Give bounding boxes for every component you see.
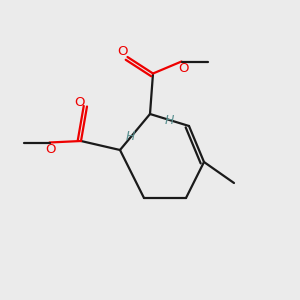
Text: O: O: [117, 45, 127, 58]
Text: H: H: [126, 130, 135, 143]
Text: O: O: [74, 96, 85, 110]
Text: O: O: [179, 62, 189, 76]
Text: O: O: [45, 142, 56, 156]
Text: H: H: [165, 113, 174, 127]
